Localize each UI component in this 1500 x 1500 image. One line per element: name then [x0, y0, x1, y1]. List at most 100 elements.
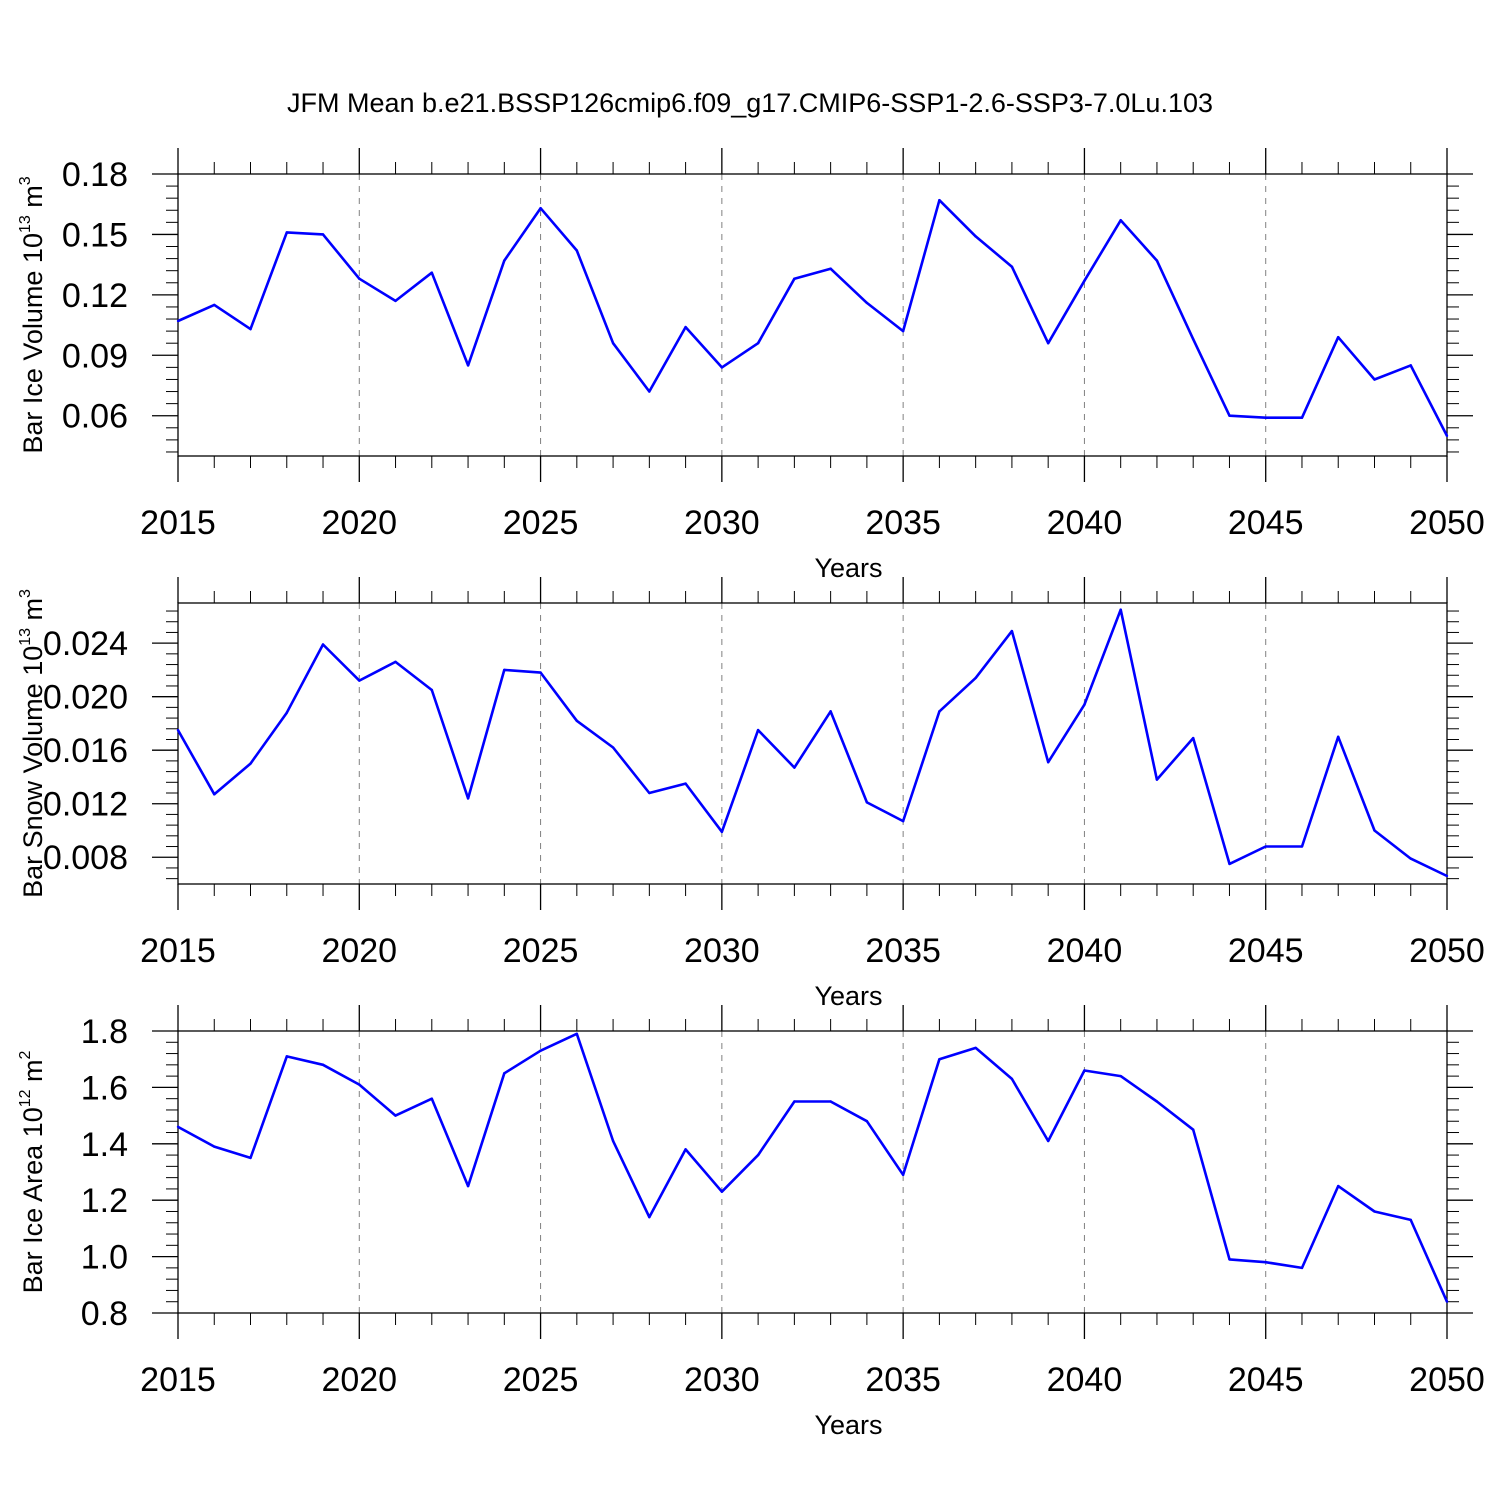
data-point: [430, 688, 433, 692]
y-tick-label: 0.15: [62, 216, 128, 254]
data-point: [249, 762, 252, 765]
x-tick-label: 2040: [1047, 504, 1123, 542]
data-point: [1337, 735, 1340, 739]
y-axis-label: Bar Snow Volume 1013 m3: [17, 589, 48, 898]
data-point: [938, 1058, 941, 1061]
data-point: [974, 1046, 977, 1050]
data-point: [1192, 337, 1195, 341]
y-axis-label: Bar Ice Volume 1013 m3: [17, 176, 48, 453]
data-point: [1445, 434, 1449, 438]
data-point: [321, 233, 325, 236]
data-point: [611, 746, 615, 749]
y-tick-label: 1.4: [81, 1126, 128, 1164]
data-point: [829, 710, 832, 713]
chart-panel-1: 2015 2020 2025 2030 2035 2040 2045 2050 0.06 0.09…: [17, 148, 1485, 583]
y-tick-label: 0.020: [43, 679, 128, 717]
data-point: [1119, 219, 1122, 222]
data-point: [1155, 259, 1159, 262]
y-tick-label: 0.024: [43, 625, 128, 663]
data-point: [793, 277, 796, 280]
data-point: [1155, 778, 1159, 781]
data-point: [394, 299, 397, 303]
data-point: [901, 329, 905, 333]
data-point: [1409, 1218, 1412, 1222]
data-point: [358, 277, 361, 280]
data-point: [575, 719, 579, 722]
data-point: [901, 819, 905, 823]
panels: 2015 2020 2025 2030 2035 2040 2045 2050 0.06 0.09…: [17, 148, 1485, 1440]
series-line-1: [177, 1032, 1449, 1303]
data-point: [503, 1072, 506, 1075]
data-point: [756, 342, 760, 345]
data-point: [974, 235, 977, 238]
data-point: [938, 198, 941, 202]
data-point: [321, 1063, 325, 1067]
data-point: [1228, 1258, 1231, 1261]
y-tick-label: 1.0: [81, 1239, 128, 1277]
data-point: [503, 668, 506, 672]
data-point: [974, 676, 977, 680]
y-tick-label: 0.18: [62, 156, 128, 194]
x-tick-label: 2020: [321, 932, 397, 970]
chart-panel-2: 2015 2020 2025 2030 2035 2040 2045 2050 0.008 0.0…: [17, 577, 1485, 1011]
x-tick-label: 2025: [503, 1361, 579, 1399]
data-point: [1046, 342, 1050, 345]
data-point: [720, 366, 724, 369]
axis-frame: [177, 173, 1448, 457]
data-point: [648, 390, 651, 393]
data-point: [1119, 1074, 1122, 1078]
y-tick-label: 0.012: [43, 786, 128, 824]
data-point: [1300, 845, 1304, 848]
data-point: [1373, 1210, 1376, 1213]
data-point: [394, 660, 397, 664]
x-axis-label: Years: [814, 553, 882, 583]
data-point: [684, 325, 687, 329]
x-tick-label: 2040: [1047, 1361, 1123, 1399]
y-tick-label: 0.8: [81, 1295, 128, 1333]
x-tick-label: 2040: [1047, 932, 1123, 970]
data-point: [1228, 862, 1231, 866]
data-point: [1083, 1069, 1086, 1072]
chart-panel-3: 2015 2020 2025 2030 2035 2040 2045 2050 0.8 1.0 1.…: [17, 1005, 1485, 1440]
data-point: [829, 267, 832, 270]
data-point: [358, 1083, 361, 1086]
data-point: [1119, 608, 1122, 611]
x-tick-label: 2030: [684, 932, 760, 970]
x-tick-label: 2045: [1228, 504, 1304, 542]
data-point: [1010, 629, 1014, 633]
data-point: [213, 303, 216, 307]
y-tick-label: 1.6: [81, 1069, 128, 1107]
x-tick-label: 2015: [140, 504, 216, 542]
data-point: [430, 1097, 433, 1100]
data-point: [1046, 1139, 1050, 1143]
data-point: [1409, 857, 1412, 860]
data-point: [213, 1145, 216, 1148]
data-point: [829, 1100, 832, 1103]
data-point: [1264, 1261, 1267, 1264]
data-point: [1300, 1266, 1304, 1270]
data-point: [539, 207, 542, 210]
x-tick-label: 2020: [321, 1361, 397, 1399]
data-point: [430, 271, 433, 274]
axis-frame: [177, 602, 1448, 885]
data-point: [1083, 279, 1086, 282]
figure-title: JFM Mean b.e21.BSSP126cmip6.f09_g17.CMIP…: [287, 88, 1213, 118]
x-tick-label: 2015: [140, 1361, 216, 1399]
y-tick-label: 1.2: [81, 1182, 128, 1220]
axis-frame: [177, 1030, 1448, 1314]
data-point: [648, 1215, 651, 1219]
data-point: [466, 797, 470, 800]
data-point: [865, 1120, 869, 1123]
data-point: [865, 301, 869, 305]
data-point: [1083, 703, 1086, 706]
data-point: [1300, 416, 1304, 419]
y-tick-label: 0.06: [62, 398, 128, 436]
x-tick-label: 2035: [865, 504, 941, 542]
data-point: [1264, 416, 1267, 419]
data-point: [575, 249, 579, 252]
x-tick-label: 2030: [684, 1361, 760, 1399]
data-point: [539, 1049, 542, 1052]
data-point: [249, 327, 252, 331]
data-point: [1337, 335, 1340, 339]
x-axis-label: Years: [814, 1410, 882, 1440]
